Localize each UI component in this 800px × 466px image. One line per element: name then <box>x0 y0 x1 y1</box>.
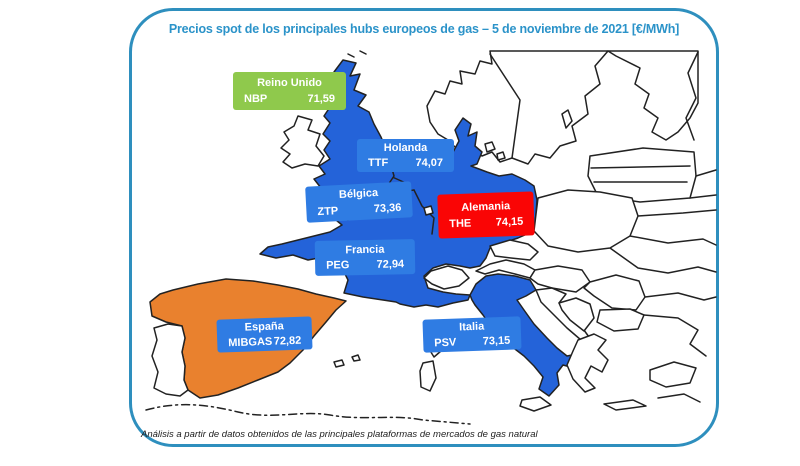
hub-label-reino-unido: Reino Unido NBP 71,59 <box>233 72 346 110</box>
country-switzerland <box>423 265 470 290</box>
hub-code: NBP <box>244 92 268 105</box>
border-east-1 <box>695 169 717 177</box>
hub-price-row: PSV 73,15 <box>423 334 521 350</box>
border-east-2 <box>689 194 717 199</box>
hub-label-belgica: Bélgica ZTP 73,36 <box>305 181 413 223</box>
country-norway-sweden <box>426 50 609 165</box>
hub-code: THE <box>449 217 472 230</box>
country-czechia <box>489 239 539 261</box>
border-moldova <box>644 292 717 301</box>
hub-label-italia: Italia PSV 73,15 <box>422 316 522 353</box>
border-belarus <box>637 209 717 217</box>
hub-price: 72,82 <box>273 334 302 348</box>
hub-code: PSV <box>434 336 457 350</box>
border-ukraine-north <box>629 235 717 246</box>
hub-code: ZTP <box>317 204 339 218</box>
country-croatia <box>535 287 590 341</box>
hub-label-espana: España MIBGAS 72,82 <box>216 316 313 353</box>
hub-price: 74,15 <box>495 215 524 229</box>
africa-coast-dashed <box>145 403 471 425</box>
country-ireland <box>280 115 325 169</box>
hub-price: 73,36 <box>373 201 402 215</box>
hub-price: 74,07 <box>415 157 443 169</box>
border-estonia-latvia <box>590 165 691 169</box>
island-crete <box>603 399 647 411</box>
hub-code: MIBGAS <box>228 335 273 350</box>
hub-country-name: Reino Unido <box>257 77 322 90</box>
country-finland <box>607 50 699 141</box>
danish-island-2 <box>496 151 506 161</box>
hub-label-alemania: Alemania THE 74,15 <box>437 191 535 239</box>
country-romania <box>583 274 646 311</box>
source-note: Análisis a partir de datos obtenidos de … <box>141 429 538 440</box>
border-ukraine-south <box>609 247 717 274</box>
island-sicily <box>519 396 552 412</box>
country-poland <box>533 189 639 253</box>
hub-code: PEG <box>326 259 350 272</box>
country-portugal <box>151 323 189 397</box>
hub-price-row: PEG 72,94 <box>315 258 415 272</box>
hub-price: 71,59 <box>307 92 335 105</box>
island-menorca <box>351 354 361 362</box>
island-gotland <box>561 109 573 129</box>
island-mallorca <box>333 359 345 368</box>
hub-country-name: Holanda <box>383 141 428 154</box>
hub-price-row: TTF 74,07 <box>357 157 454 169</box>
hub-price-row: THE 74,15 <box>438 215 534 230</box>
danish-island-1 <box>484 141 496 153</box>
orkney-marks <box>347 50 367 58</box>
border-russia-finland <box>685 51 699 141</box>
hub-price-row: NBP 71,59 <box>233 93 346 105</box>
country-greece <box>566 333 609 393</box>
hub-price: 73,15 <box>482 334 511 348</box>
hub-price-row: ZTP 73,36 <box>306 201 412 219</box>
black-sea-coast <box>643 314 707 357</box>
country-luxembourg <box>423 205 434 216</box>
europe-map <box>145 50 717 425</box>
hub-label-francia: Francia PEG 72,94 <box>314 239 416 276</box>
hub-country-name: España <box>244 320 284 334</box>
hub-country-name: Italia <box>458 320 485 334</box>
country-bulgaria <box>596 308 645 332</box>
hub-label-holanda: Holanda TTF 74,07 <box>357 139 454 172</box>
country-turkey-edge <box>649 361 697 388</box>
island-sardinia <box>419 360 437 392</box>
turkey-coast-line <box>657 393 701 403</box>
country-bosnia-serbia <box>558 297 595 332</box>
page-title: Precios spot de los principales hubs eur… <box>168 22 680 36</box>
hub-country-name: Alemania <box>461 200 511 215</box>
country-hungary <box>529 265 591 293</box>
hub-price-row: MIBGAS 72,82 <box>217 334 312 350</box>
border-norway-sweden <box>489 53 521 159</box>
hub-country-name: Francia <box>345 243 385 257</box>
hub-code: TTF <box>368 157 389 169</box>
hub-price: 72,94 <box>376 258 405 271</box>
